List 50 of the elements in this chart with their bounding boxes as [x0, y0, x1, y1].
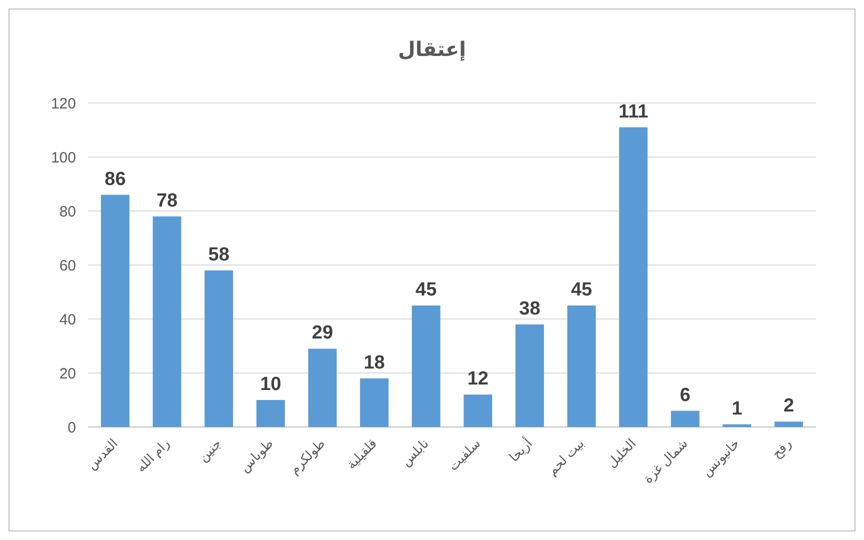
data-label: 38 — [519, 298, 540, 320]
y-tick-label: 0 — [68, 419, 76, 436]
bar — [204, 270, 234, 427]
x-tick-label: الخليل — [604, 436, 639, 470]
data-label: 18 — [364, 352, 385, 374]
data-label: 78 — [156, 190, 178, 212]
data-label: 12 — [467, 368, 488, 390]
bar — [100, 194, 130, 427]
data-label: 29 — [312, 322, 334, 344]
x-tick-label: جنين — [195, 436, 225, 466]
y-tick-label: 80 — [59, 203, 76, 220]
bar — [308, 348, 337, 427]
y-tick-label: 60 — [59, 257, 76, 274]
x-tick-label: طولكرم — [286, 436, 329, 478]
data-label: 58 — [208, 244, 230, 266]
x-tick-label: سلفيت — [445, 436, 484, 474]
bar — [722, 424, 752, 427]
data-label: 10 — [260, 374, 282, 395]
bar — [464, 394, 492, 427]
bar — [412, 306, 440, 427]
x-tick-label: خانيونس — [698, 436, 744, 480]
data-label: 45 — [570, 280, 593, 300]
data-label: 2 — [784, 396, 794, 417]
y-tick-label: 120 — [50, 95, 76, 112]
y-tick-label: 40 — [59, 311, 76, 328]
x-tick-label: رفح — [768, 436, 795, 462]
bar — [670, 410, 700, 427]
x-tick-label: شمال غزة — [640, 436, 692, 487]
data-label: 6 — [680, 384, 690, 406]
x-tick-label: أريحا — [505, 435, 536, 466]
bar — [515, 324, 544, 427]
x-tick-label: رام الله — [133, 436, 174, 476]
data-label: 86 — [104, 168, 126, 190]
x-tick-label: قلقيلية — [343, 436, 380, 472]
y-tick-label: 20 — [59, 365, 76, 382]
bar — [774, 422, 804, 427]
x-tick-label: القدس — [84, 436, 122, 474]
chart-title: إعتقال — [398, 39, 466, 61]
bar — [152, 216, 182, 427]
x-tick-label: طوباس — [236, 436, 277, 476]
bar — [619, 127, 648, 427]
bar — [360, 378, 389, 427]
data-label: 45 — [416, 280, 438, 300]
bar — [567, 306, 596, 427]
x-tick-label: بيت لحم — [544, 436, 588, 479]
bar — [256, 400, 285, 427]
data-label: 111 — [618, 101, 649, 122]
data-label: 1 — [732, 398, 743, 420]
x-tick-label: نابلس — [398, 436, 432, 470]
y-tick-label: 100 — [50, 149, 76, 166]
